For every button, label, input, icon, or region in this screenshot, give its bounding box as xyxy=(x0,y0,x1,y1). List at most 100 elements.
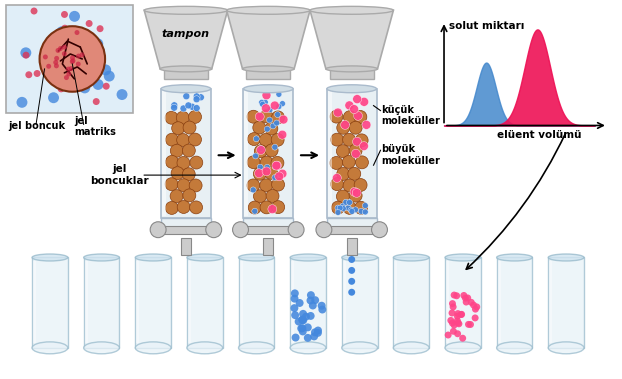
Circle shape xyxy=(69,11,80,22)
Bar xyxy=(327,89,376,218)
Circle shape xyxy=(288,222,304,238)
Circle shape xyxy=(21,47,31,58)
Circle shape xyxy=(349,189,362,202)
Circle shape xyxy=(165,202,179,215)
Circle shape xyxy=(353,207,358,213)
Circle shape xyxy=(260,179,272,192)
Circle shape xyxy=(256,146,266,155)
Ellipse shape xyxy=(136,342,171,354)
Ellipse shape xyxy=(243,85,293,93)
Circle shape xyxy=(299,316,307,324)
Circle shape xyxy=(353,95,361,103)
Bar xyxy=(498,262,501,343)
Circle shape xyxy=(180,105,187,112)
Circle shape xyxy=(448,310,455,316)
Circle shape xyxy=(278,169,287,178)
Circle shape xyxy=(45,42,52,49)
Ellipse shape xyxy=(160,66,211,72)
Bar xyxy=(33,262,36,343)
Bar xyxy=(164,69,208,79)
Circle shape xyxy=(22,52,29,59)
Circle shape xyxy=(291,311,299,319)
Circle shape xyxy=(253,153,259,159)
Circle shape xyxy=(258,146,264,152)
Circle shape xyxy=(258,164,263,170)
Circle shape xyxy=(17,97,27,108)
Circle shape xyxy=(297,324,305,332)
Ellipse shape xyxy=(238,342,274,354)
Circle shape xyxy=(272,111,284,124)
Bar xyxy=(161,89,211,218)
Circle shape xyxy=(100,64,111,75)
Circle shape xyxy=(348,256,355,263)
Circle shape xyxy=(57,26,67,37)
Ellipse shape xyxy=(84,254,119,261)
Ellipse shape xyxy=(290,254,326,261)
Circle shape xyxy=(276,91,282,97)
Circle shape xyxy=(279,101,285,106)
Circle shape xyxy=(259,133,272,146)
Bar xyxy=(341,257,378,348)
Circle shape xyxy=(299,316,306,324)
Circle shape xyxy=(450,328,457,335)
Bar xyxy=(243,89,293,218)
Circle shape xyxy=(299,316,307,324)
Circle shape xyxy=(356,156,368,169)
Circle shape xyxy=(467,321,474,328)
Circle shape xyxy=(264,164,270,170)
Circle shape xyxy=(362,121,371,129)
Circle shape xyxy=(459,335,466,342)
Circle shape xyxy=(355,201,368,214)
Circle shape xyxy=(472,305,479,313)
Circle shape xyxy=(350,187,359,196)
Circle shape xyxy=(253,136,259,142)
Circle shape xyxy=(360,97,369,106)
Circle shape xyxy=(450,304,457,310)
Bar xyxy=(243,226,293,234)
Circle shape xyxy=(445,332,452,338)
Circle shape xyxy=(177,157,190,169)
Circle shape xyxy=(354,179,367,191)
Circle shape xyxy=(80,52,85,57)
Circle shape xyxy=(272,175,278,180)
Circle shape xyxy=(88,36,95,43)
Bar xyxy=(32,257,68,348)
Circle shape xyxy=(270,123,276,129)
Circle shape xyxy=(70,55,75,60)
Circle shape xyxy=(54,56,59,61)
Circle shape xyxy=(233,222,248,238)
Circle shape xyxy=(340,206,346,211)
Circle shape xyxy=(262,99,268,105)
Circle shape xyxy=(464,294,471,301)
Bar xyxy=(162,91,166,216)
Bar xyxy=(291,262,294,343)
Bar xyxy=(496,257,532,348)
Polygon shape xyxy=(226,10,310,69)
Circle shape xyxy=(318,302,326,310)
Circle shape xyxy=(353,111,363,120)
Circle shape xyxy=(150,222,166,238)
Circle shape xyxy=(330,110,343,123)
Circle shape xyxy=(309,302,317,310)
Circle shape xyxy=(291,290,299,298)
Circle shape xyxy=(272,200,285,213)
Circle shape xyxy=(346,199,353,205)
Circle shape xyxy=(348,207,354,213)
Circle shape xyxy=(337,190,350,203)
Circle shape xyxy=(307,296,315,304)
Circle shape xyxy=(177,134,190,147)
Circle shape xyxy=(183,189,196,202)
Circle shape xyxy=(116,89,128,100)
Circle shape xyxy=(454,317,461,324)
Circle shape xyxy=(190,201,203,214)
Circle shape xyxy=(62,25,68,32)
Circle shape xyxy=(165,155,179,168)
Bar xyxy=(243,218,293,230)
Circle shape xyxy=(471,315,478,321)
Circle shape xyxy=(463,299,470,305)
Polygon shape xyxy=(310,10,393,69)
Circle shape xyxy=(48,92,59,103)
Circle shape xyxy=(449,300,456,307)
Circle shape xyxy=(254,190,266,203)
Circle shape xyxy=(304,323,312,331)
